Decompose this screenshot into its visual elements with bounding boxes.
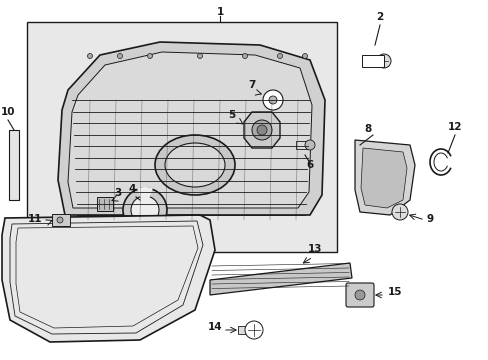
Text: 12: 12 <box>447 122 461 132</box>
Bar <box>97 197 113 211</box>
Circle shape <box>305 140 314 150</box>
Circle shape <box>57 217 63 223</box>
Circle shape <box>131 196 159 224</box>
Text: 14: 14 <box>207 322 222 332</box>
Text: 13: 13 <box>307 244 322 254</box>
Wedge shape <box>137 187 153 210</box>
Text: 1: 1 <box>216 7 223 17</box>
Text: 10: 10 <box>1 107 15 117</box>
Polygon shape <box>244 112 280 148</box>
FancyBboxPatch shape <box>346 283 373 307</box>
Bar <box>52 214 70 226</box>
Circle shape <box>257 125 266 135</box>
Text: 4: 4 <box>128 184 135 194</box>
Bar <box>361 58 371 64</box>
Circle shape <box>263 90 283 110</box>
Circle shape <box>242 54 247 58</box>
Text: 5: 5 <box>228 110 235 120</box>
Bar <box>238 326 253 334</box>
Bar <box>361 55 383 67</box>
Text: 7: 7 <box>248 80 255 90</box>
Circle shape <box>268 96 276 104</box>
Polygon shape <box>68 52 311 208</box>
Polygon shape <box>2 215 215 342</box>
Text: 15: 15 <box>387 287 402 297</box>
Bar <box>9 130 19 200</box>
Text: 6: 6 <box>306 160 313 170</box>
Polygon shape <box>209 263 351 295</box>
Circle shape <box>277 54 282 58</box>
Circle shape <box>302 54 307 58</box>
Circle shape <box>147 54 152 58</box>
Polygon shape <box>354 140 414 215</box>
Circle shape <box>117 54 122 58</box>
Circle shape <box>87 54 92 58</box>
Bar <box>295 141 309 149</box>
Circle shape <box>244 321 263 339</box>
Text: 11: 11 <box>28 214 42 224</box>
Ellipse shape <box>164 143 224 187</box>
Text: 9: 9 <box>426 214 433 224</box>
Circle shape <box>391 204 407 220</box>
Circle shape <box>197 54 202 58</box>
Circle shape <box>354 290 364 300</box>
Circle shape <box>123 188 167 232</box>
Circle shape <box>251 120 271 140</box>
Text: 2: 2 <box>376 12 383 22</box>
Text: 3: 3 <box>114 188 122 198</box>
Text: 8: 8 <box>364 124 371 134</box>
Circle shape <box>376 54 390 68</box>
Polygon shape <box>58 42 325 215</box>
Polygon shape <box>360 148 406 208</box>
Ellipse shape <box>155 135 235 195</box>
Bar <box>27 22 336 252</box>
